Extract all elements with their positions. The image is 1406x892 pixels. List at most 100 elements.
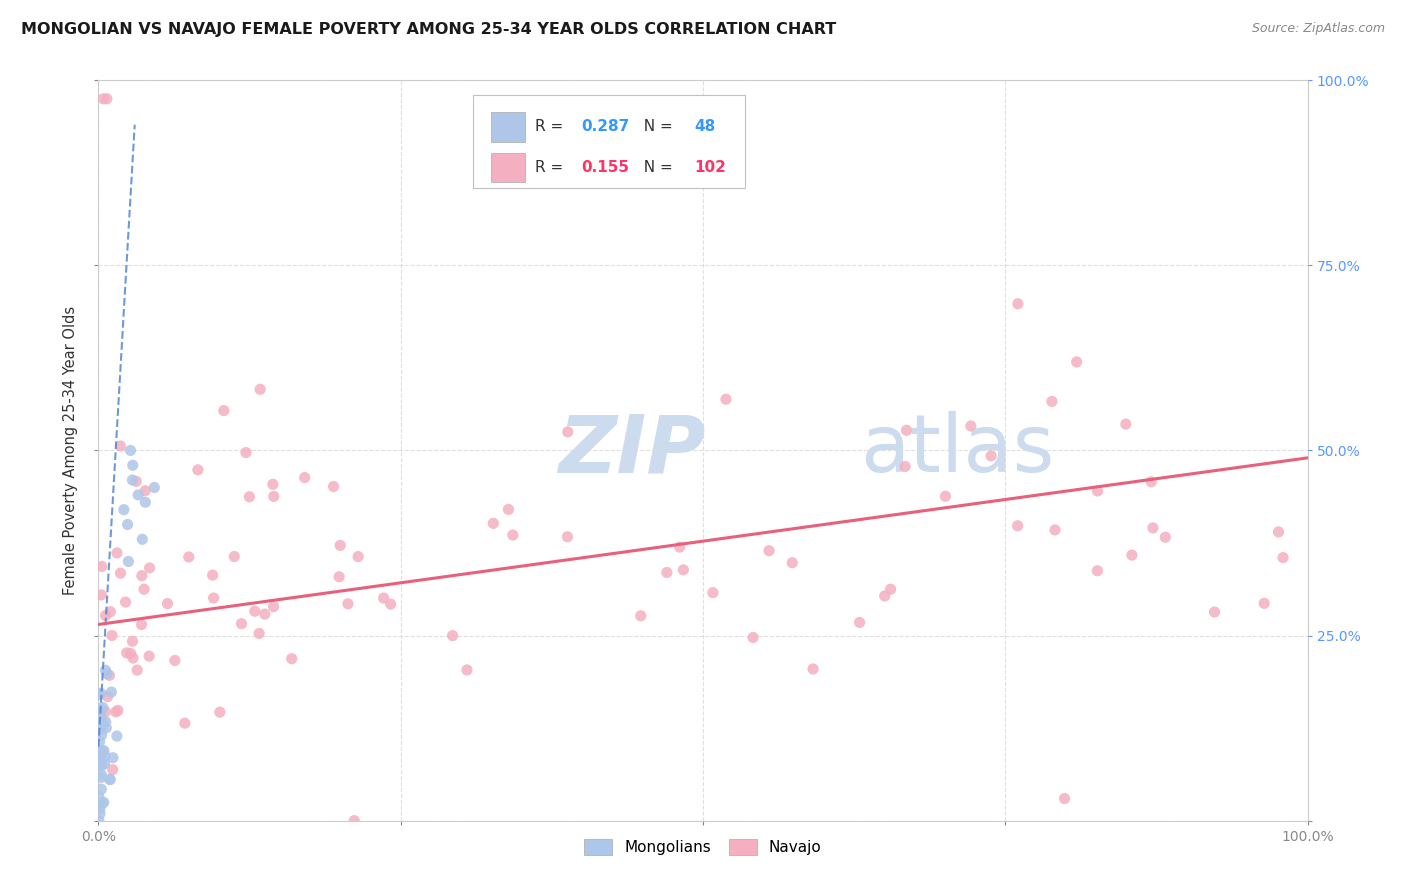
Point [1085,564,1108,578]
Point [105,546,128,560]
Point [121,458,143,473]
Point [89,701,111,715]
Point [235,445,257,459]
Point [1043,523,1066,537]
Point [1140,475,1163,489]
Point [134,495,156,509]
Point [96,92,118,106]
Point [672,563,695,577]
Point [960,419,983,434]
Text: atlas: atlas [860,411,1054,490]
Point [373,591,395,605]
Point [105,729,128,743]
Point [202,591,225,605]
Point [90,559,112,574]
Point [655,566,678,580]
Point [1066,355,1088,369]
Point [441,629,464,643]
Point [249,382,271,396]
Point [238,490,260,504]
Point [980,449,1002,463]
Point [91,744,114,758]
Point [110,439,132,453]
Point [121,473,143,487]
Point [100,685,122,699]
Point [131,533,153,547]
Point [94,748,117,763]
Point [208,705,231,719]
Point [163,653,186,667]
Point [1142,521,1164,535]
Point [94,705,117,719]
Point [90,757,112,772]
Point [294,470,316,484]
Point [1154,530,1177,544]
Point [101,628,124,642]
Point [125,475,148,489]
Point [280,651,302,665]
Point [187,463,209,477]
Point [247,626,270,640]
Point [801,662,824,676]
Point [131,617,153,632]
Text: R =: R = [534,161,568,175]
Point [502,528,524,542]
Point [115,646,138,660]
Point [90,706,112,721]
Point [231,616,253,631]
Point [1007,518,1029,533]
Point [91,796,114,810]
Point [89,734,111,748]
Point [1272,550,1295,565]
Point [557,530,579,544]
Point [1115,417,1137,431]
Point [1053,791,1076,805]
Point [114,595,136,609]
Point [101,763,124,777]
Text: R =: R = [534,120,568,135]
Point [758,543,780,558]
Point [934,489,956,503]
Text: N =: N = [634,161,678,175]
Point [702,585,724,599]
Point [173,716,195,731]
Point [780,556,803,570]
Point [848,615,870,630]
Point [336,597,359,611]
Point [91,700,114,714]
Point [94,608,117,623]
Point [121,634,143,648]
Point [253,607,276,622]
Point [122,651,145,665]
Point [87,752,110,766]
Point [90,686,112,700]
Point [557,425,579,439]
Point [263,599,285,614]
Point [117,555,139,569]
Point [1253,596,1275,610]
Text: 0.287: 0.287 [581,120,628,135]
Point [90,719,112,733]
Point [112,502,135,516]
Point [714,392,737,407]
Point [138,561,160,575]
Point [98,772,121,787]
Text: MONGOLIAN VS NAVAJO FEMALE POVERTY AMONG 25-34 YEAR OLDS CORRELATION CHART: MONGOLIAN VS NAVAJO FEMALE POVERTY AMONG… [21,22,837,37]
Point [347,549,370,564]
Point [201,568,224,582]
Point [91,92,114,106]
Point [1007,297,1029,311]
Point [1087,483,1109,498]
Point [90,747,112,762]
Point [90,771,112,785]
Point [131,568,153,582]
Text: 102: 102 [695,161,727,175]
Point [482,516,505,531]
Point [380,597,402,611]
Point [89,710,111,724]
Point [343,814,366,828]
Point [1040,394,1063,409]
Point [263,490,285,504]
FancyBboxPatch shape [492,112,526,142]
Point [894,459,917,474]
